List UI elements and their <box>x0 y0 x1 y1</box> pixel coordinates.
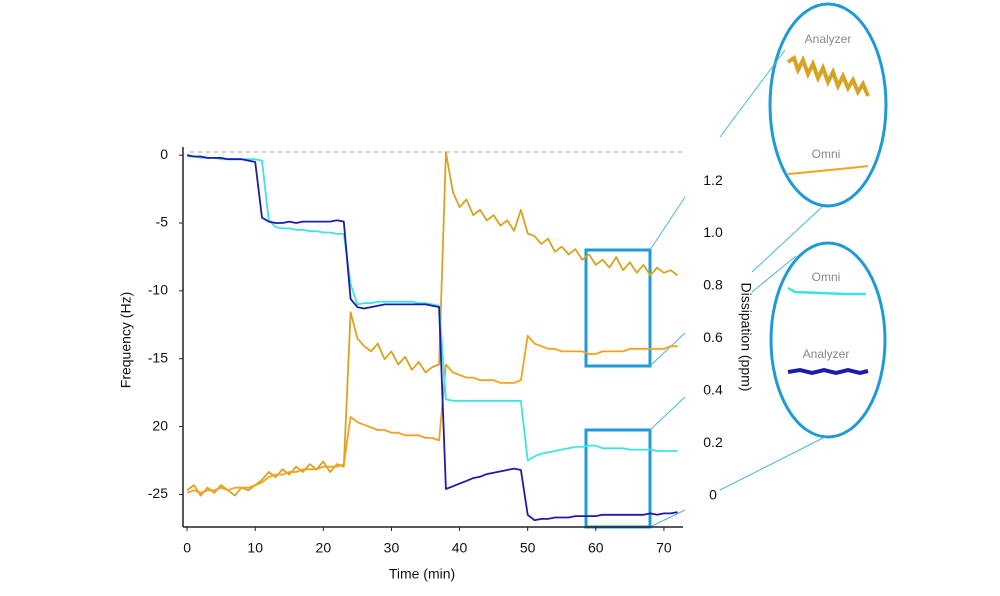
y2-axis-label: Dissipation (ppm) <box>738 283 754 392</box>
series-line <box>186 334 678 494</box>
x-tick-label: 20 <box>316 540 332 556</box>
y2-tick-label: 0.8 <box>703 277 723 293</box>
y2-tick-label: 0 <box>709 486 717 502</box>
x-tick-label: 0 <box>183 540 191 556</box>
y-tick-label: 0 <box>160 146 168 162</box>
y-tick-label: -5 <box>156 214 169 230</box>
x-tick-label: 40 <box>452 540 468 556</box>
inset-label: Omni <box>812 147 841 161</box>
x-tick-label: 60 <box>588 540 604 556</box>
x-axis-label: Time (min) <box>389 566 455 582</box>
series-line <box>186 154 678 522</box>
series-line <box>186 151 679 497</box>
inset-label: Analyzer <box>805 32 852 46</box>
y2-tick-label: 1.2 <box>703 172 723 188</box>
y2-tick-label: 0.6 <box>703 329 723 345</box>
x-tick-label: 50 <box>520 540 536 556</box>
zoom-decoration <box>584 2 888 529</box>
inset-label: Omni <box>812 270 841 284</box>
x-tick-label: 30 <box>384 540 400 556</box>
y-axis-label: Frequency (Hz) <box>118 292 134 388</box>
y-tick-label: -10 <box>148 282 168 298</box>
y2-tick-label: 0.4 <box>703 381 723 397</box>
y2-tick-label: 0.2 <box>703 434 723 450</box>
y-tick-label: 20 <box>152 417 168 433</box>
x-tick-label: 70 <box>656 540 672 556</box>
y2-tick-label: 1.0 <box>703 224 723 240</box>
y-tick-label: -15 <box>148 349 168 365</box>
series-line <box>187 155 678 462</box>
inset-label: Analyzer <box>803 347 850 361</box>
x-tick-label: 10 <box>247 540 263 556</box>
y-tick-label: -25 <box>148 485 168 501</box>
